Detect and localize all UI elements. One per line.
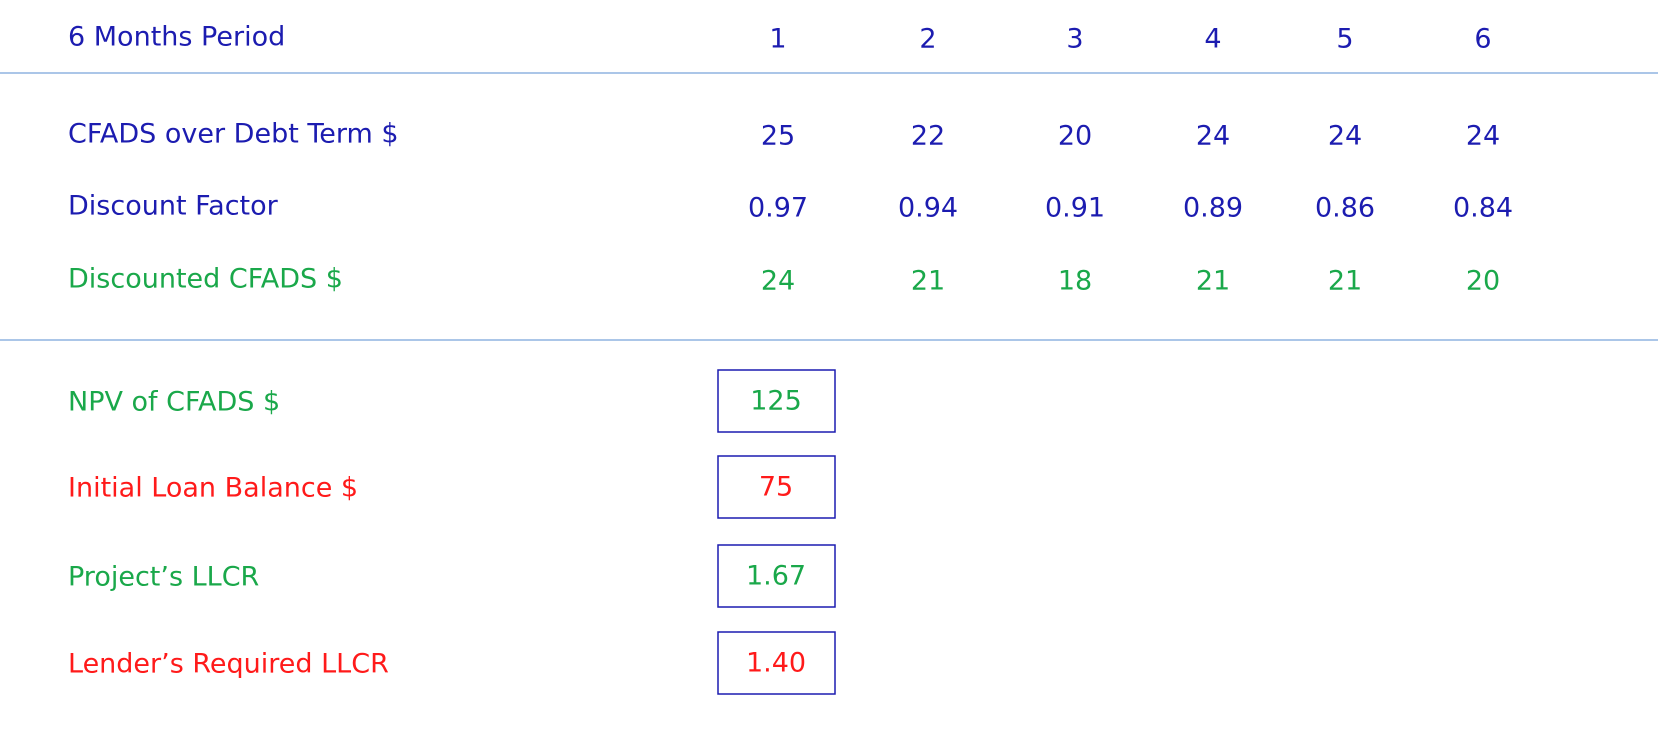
summary-label: Lender’s Required LLCR bbox=[68, 649, 389, 680]
summary-label: NPV of CFADS $ bbox=[68, 387, 280, 418]
summary-value: 1.67 bbox=[746, 561, 806, 592]
summary-value: 125 bbox=[750, 386, 802, 417]
period: 6 bbox=[1474, 24, 1491, 55]
value-box bbox=[717, 631, 836, 695]
cell: 0.86 bbox=[1315, 193, 1375, 224]
row-label: Discounted CFADS $ bbox=[68, 264, 343, 295]
header-label: 6 Months Period bbox=[68, 22, 285, 53]
cell: 0.94 bbox=[898, 193, 958, 224]
cell: 21 bbox=[1196, 266, 1230, 297]
cell: 20 bbox=[1058, 121, 1092, 152]
cell: 24 bbox=[1328, 121, 1362, 152]
period: 1 bbox=[769, 24, 786, 55]
row-label: Discount Factor bbox=[68, 191, 279, 222]
cell: 0.91 bbox=[1045, 193, 1105, 224]
cell: 18 bbox=[1058, 266, 1092, 297]
value-box bbox=[717, 369, 836, 433]
cell: 0.84 bbox=[1453, 193, 1513, 224]
cell: 0.89 bbox=[1183, 193, 1243, 224]
period: 3 bbox=[1066, 24, 1083, 55]
value-box bbox=[717, 455, 836, 519]
row-label: CFADS over Debt Term $ bbox=[68, 119, 399, 150]
summary-label: Initial Loan Balance $ bbox=[68, 473, 358, 504]
cell: 22 bbox=[911, 121, 945, 152]
cell: 21 bbox=[1328, 266, 1362, 297]
summary-label: Project’s LLCR bbox=[68, 562, 259, 593]
cell: 20 bbox=[1466, 266, 1500, 297]
cell: 0.97 bbox=[748, 193, 808, 224]
cell: 24 bbox=[761, 266, 795, 297]
summary-value: 75 bbox=[759, 472, 793, 503]
period: 4 bbox=[1204, 24, 1221, 55]
period: 5 bbox=[1336, 24, 1353, 55]
cell: 24 bbox=[1196, 121, 1230, 152]
cell: 24 bbox=[1466, 121, 1500, 152]
cell: 25 bbox=[761, 121, 795, 152]
cell: 21 bbox=[911, 266, 945, 297]
value-box bbox=[717, 544, 836, 608]
summary-value: 1.40 bbox=[746, 648, 806, 679]
period: 2 bbox=[919, 24, 936, 55]
